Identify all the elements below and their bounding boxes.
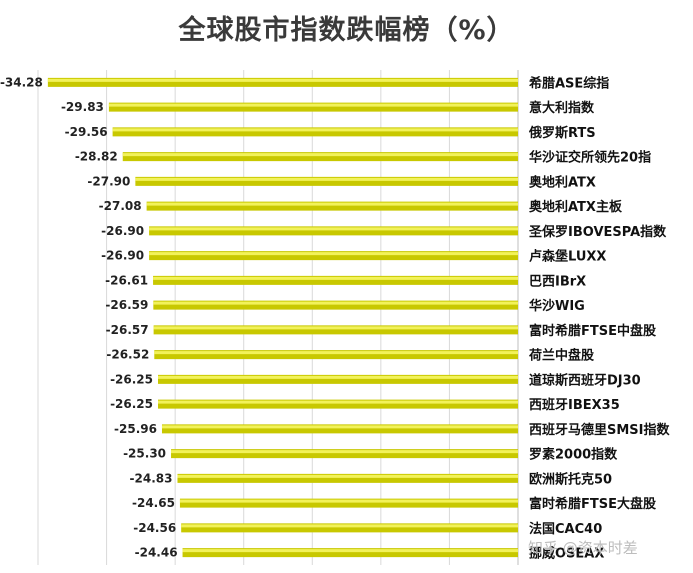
bar-highlight [158,400,518,404]
category-label: 奥地利ATX主板 [529,199,623,215]
category-label: 卢森堡LUXX [529,249,606,265]
bar-highlight [154,351,518,355]
bar [122,152,519,162]
value-label: -24.56 [133,521,176,535]
bar-highlight [47,78,518,82]
grid-lines [37,70,519,565]
bar-highlight [153,276,518,280]
bar [177,473,518,483]
value-label: -24.83 [130,471,173,485]
bar [149,251,519,261]
bars [47,77,519,558]
bar-highlight [149,227,519,231]
category-label: 希腊ASE综指 [529,75,609,91]
value-label: -25.30 [123,447,166,461]
value-label: -26.61 [105,273,148,287]
value-label: -26.25 [110,372,153,386]
bar-highlight [146,202,519,206]
bar-highlight [112,128,518,132]
bar [135,176,518,186]
value-label: -29.83 [61,100,104,114]
bar-highlight [158,375,518,379]
category-label: 富时希腊FTSE大盘股 [529,496,656,512]
category-label: 法国CAC40 [529,521,602,537]
bar [146,201,519,211]
bar-highlight [135,177,518,181]
value-label: -27.08 [99,199,142,213]
bar-highlight [122,153,519,157]
bar-highlight [161,425,518,429]
bar-highlight [149,252,519,256]
category-label: 意大利指数 [529,100,595,116]
category-label: 西班牙马德里SMSI指数 [529,422,670,438]
bar [179,498,518,508]
watermark: 知乎 @资本时差 [528,539,638,557]
category-label: 道琼斯西班牙DJ30 [529,372,641,388]
value-label: -25.96 [114,422,157,436]
bar [153,300,518,310]
bar-highlight [181,524,519,528]
bar-highlight [171,450,518,454]
category-label: 欧洲斯托克50 [529,471,612,487]
category-label: 俄罗斯RTS [528,125,596,141]
value-label: -29.56 [65,125,108,139]
category-label: 挪威OSEAX [529,546,604,562]
value-label: -26.57 [106,323,149,337]
value-label: -28.82 [75,150,118,164]
bar-highlight [153,301,518,305]
bar [158,399,518,409]
value-label: -26.90 [101,224,144,238]
category-label: 罗素2000指数 [529,447,618,463]
bar [153,325,518,335]
category-label: 巴西IBrX [529,274,586,289]
bar [149,226,519,236]
value-label: -26.59 [105,298,148,312]
bar [158,374,518,384]
category-label: 西班牙IBEX35 [529,397,620,413]
bar-highlight [179,499,518,503]
bar [108,102,518,112]
value-label: -26.25 [110,397,153,411]
chart-title: 全球股市指数跌幅榜（%） [178,15,515,46]
category-label: 富时希腊FTSE中盘股 [529,323,656,339]
bar [112,127,518,137]
category-label: 荷兰中盘股 [528,348,594,364]
bar [182,548,518,558]
bar [171,449,518,459]
bar-highlight [177,474,518,478]
value-label: -27.90 [87,174,130,188]
category-label: 圣保罗IBOVESPA指数 [529,224,667,240]
bar [154,350,518,360]
value-label: -26.90 [101,249,144,263]
bar [161,424,518,434]
bar [47,77,518,87]
category-label: 华沙WIG [529,298,585,314]
bar-highlight [182,549,518,553]
value-label: -24.65 [132,496,175,510]
bar-highlight [108,103,518,107]
value-label: -26.52 [106,348,149,362]
labels: -34.28 希腊ASE综指 -29.83 意大利指数 -29.56 俄罗斯RTS -28.… [0,75,670,561]
bar [153,275,518,285]
value-label: -24.46 [135,546,178,560]
category-label: 华沙证交所领先20指 [529,150,651,166]
value-label: -34.28 [0,75,43,89]
category-label: 奥地利ATX [529,174,596,190]
bar-highlight [153,326,518,330]
bar [181,523,519,533]
